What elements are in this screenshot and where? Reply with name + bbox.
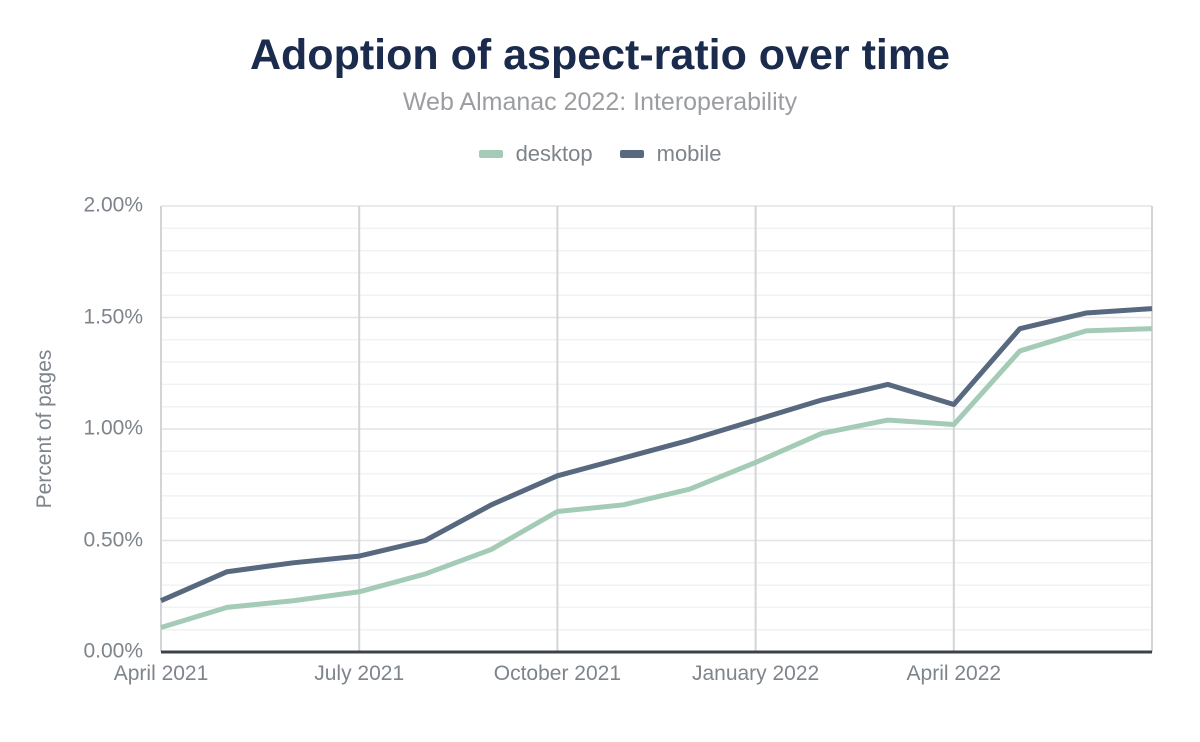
x-tick-label: January 2022 (691, 662, 820, 685)
y-tick-label: 1.00% (83, 416, 143, 440)
y-tick-label: 0.50% (83, 528, 143, 552)
mobile-series-swatch-icon (619, 150, 644, 158)
y-tick-label: 1.50% (83, 305, 143, 329)
legend-item-mobile: mobile (619, 141, 722, 167)
desktop-series-swatch-icon (478, 150, 503, 158)
chart-title: Adoption of aspect-ratio over time (249, 31, 950, 79)
chart-subtitle: Web Almanac 2022: Interoperability (402, 88, 798, 116)
x-tick-label: July 2021 (314, 662, 405, 685)
legend-label-mobile: mobile (656, 141, 722, 166)
x-tick-label: October 2021 (493, 662, 622, 685)
legend: desktop mobile (0, 141, 1200, 167)
legend-label-desktop: desktop (515, 141, 593, 166)
y-tick-label: 0.00% (83, 639, 143, 663)
legend-item-desktop: desktop (478, 141, 593, 167)
series-line-desktop (160, 326, 1153, 630)
x-tick-label: April 2022 (906, 662, 1002, 685)
series-line-mobile (159, 306, 1153, 603)
x-tick-label: April 2021 (113, 662, 209, 685)
y-tick-label: 2.00% (83, 193, 143, 217)
